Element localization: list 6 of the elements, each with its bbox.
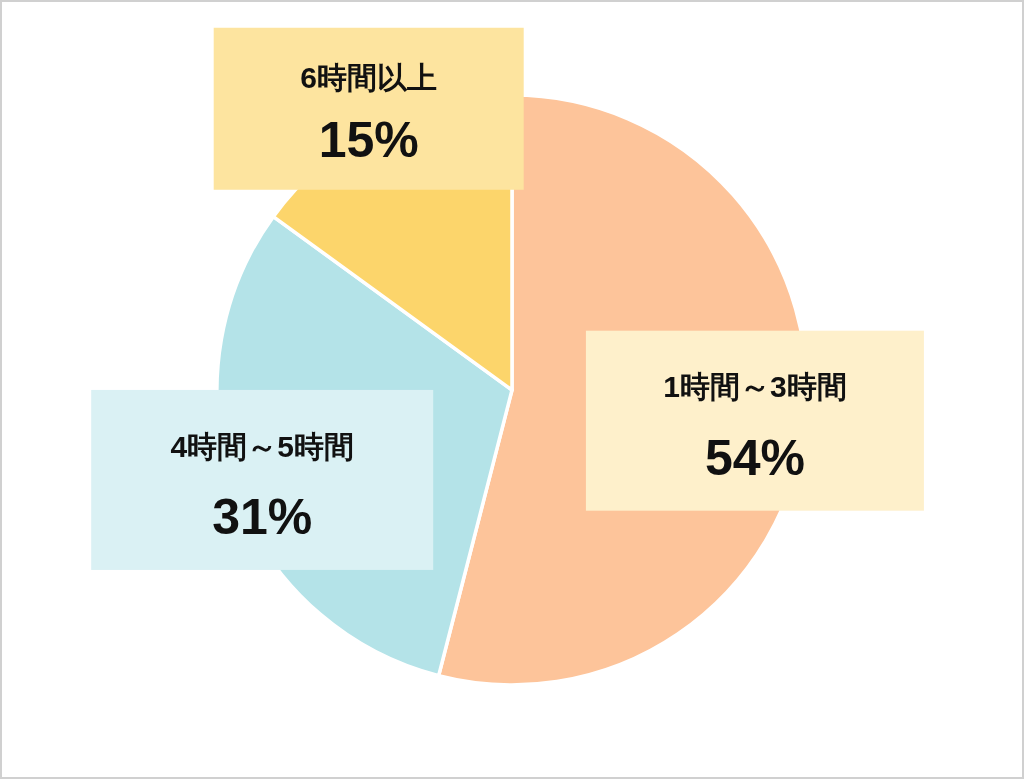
slice-label: 6時間以上 — [300, 60, 438, 94]
slice-label: 1時間～3時間 — [663, 370, 847, 404]
slice-label: 4時間～5時間 — [170, 429, 354, 463]
data-label: 54% — [704, 429, 805, 486]
data-label: 31% — [212, 488, 313, 545]
data-label: 15% — [318, 112, 419, 169]
